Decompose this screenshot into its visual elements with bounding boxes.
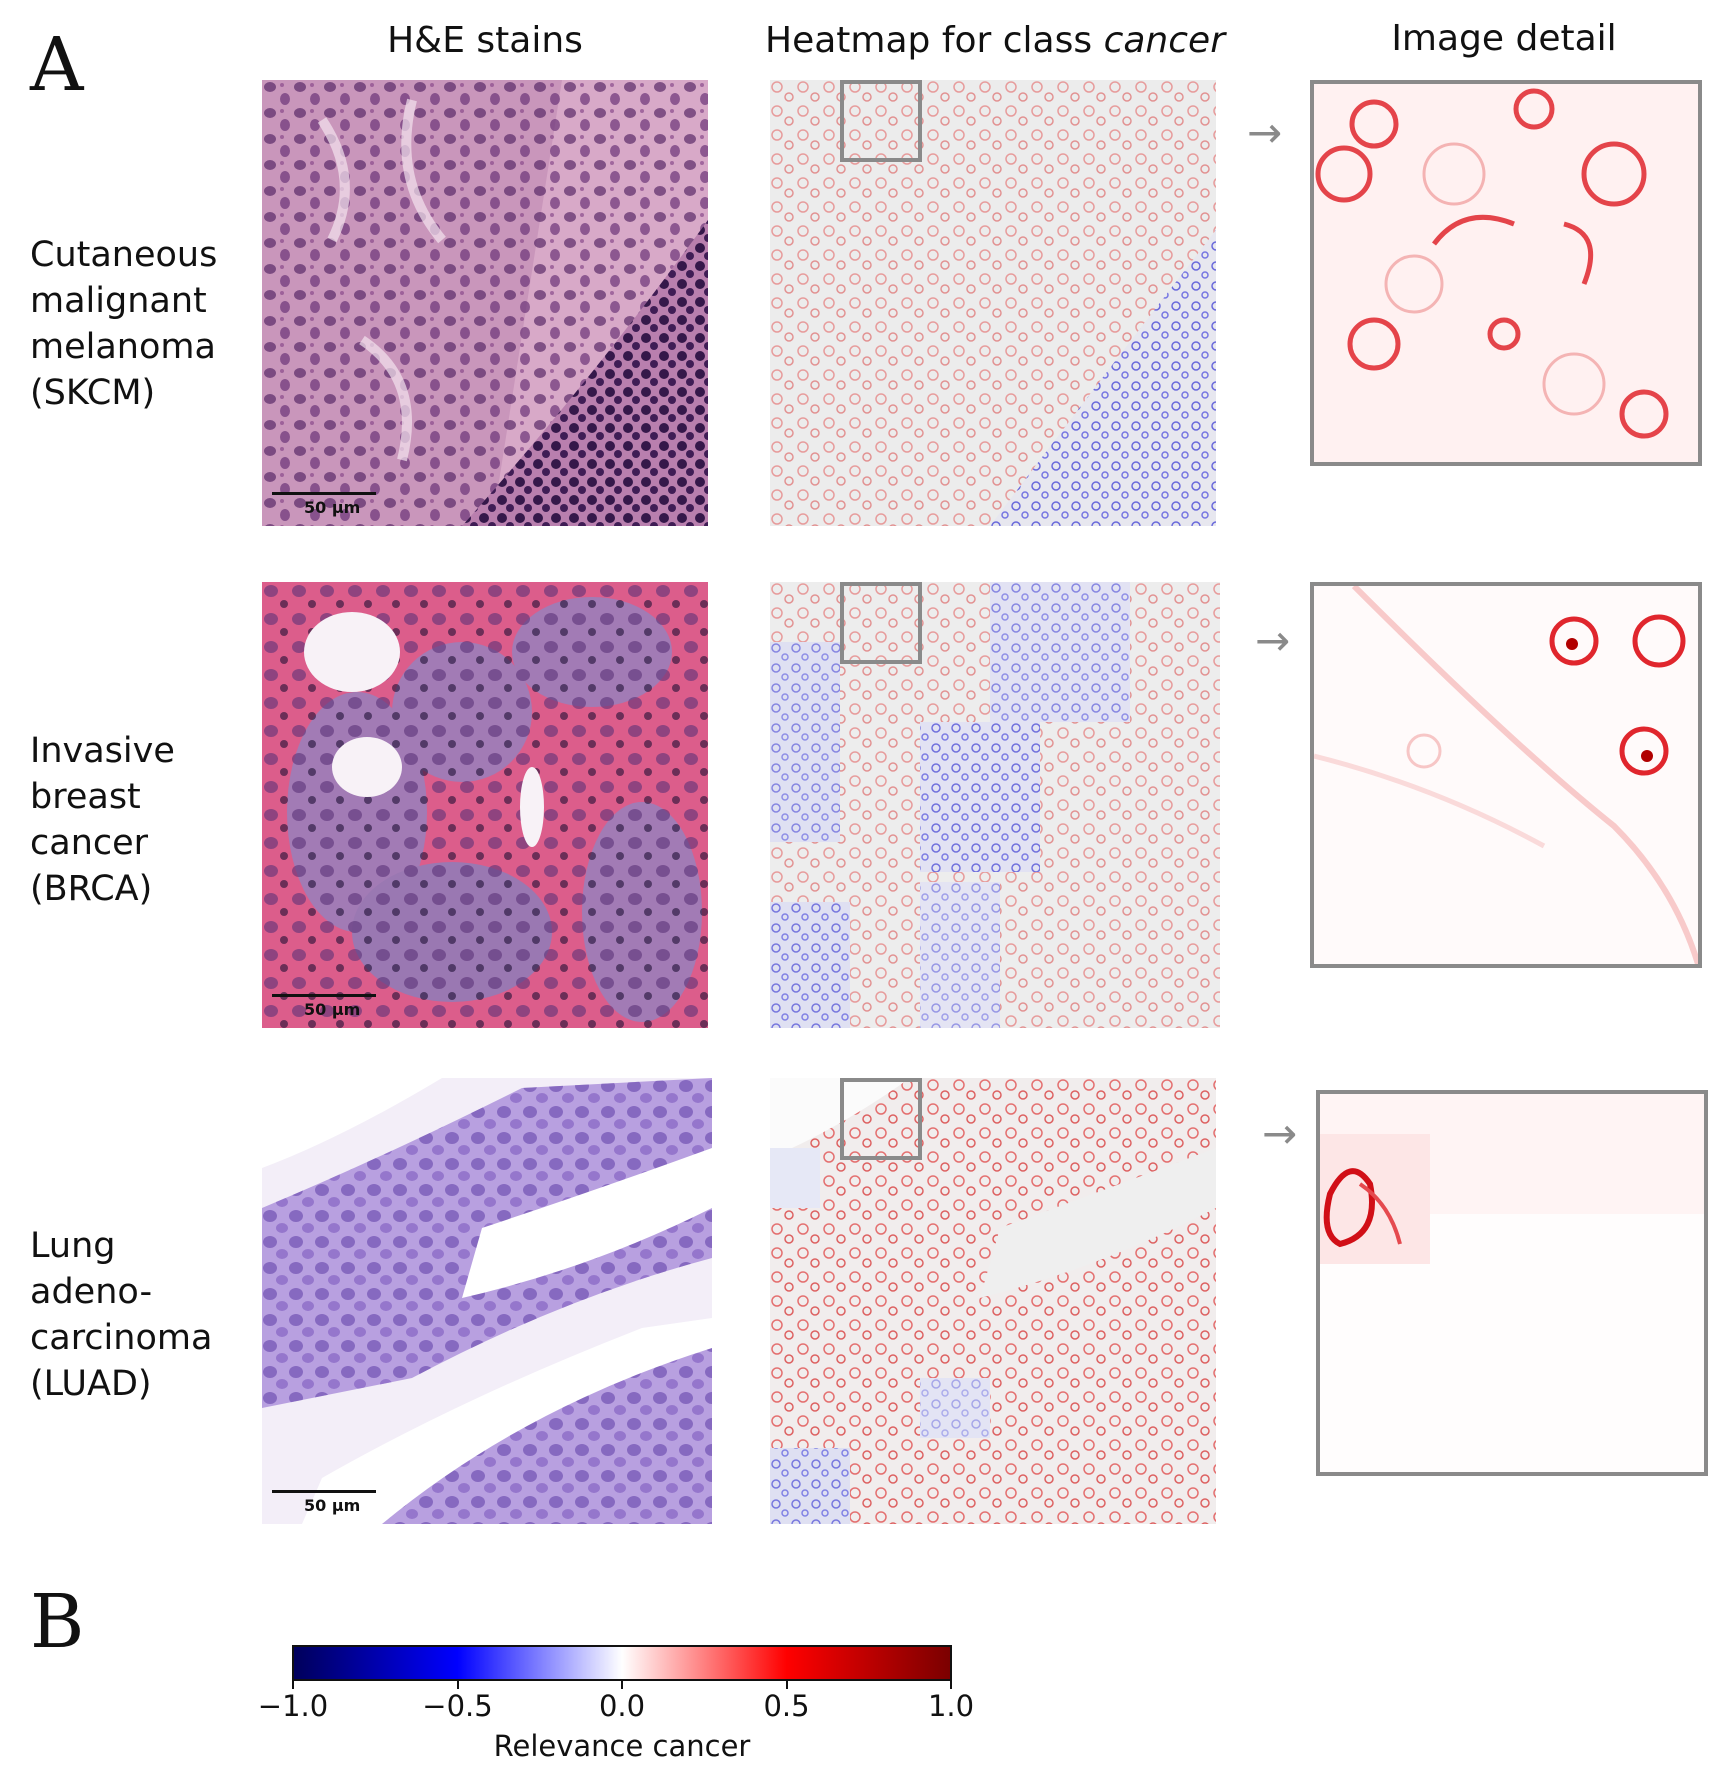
colorbar-tick-mark — [292, 1681, 294, 1689]
detail-brca — [1310, 582, 1702, 968]
column-header-detail: Image detail — [1391, 18, 1617, 59]
zoom-box-luad — [840, 1078, 922, 1160]
detail-skcm — [1310, 80, 1702, 466]
detail-luad — [1316, 1090, 1708, 1476]
column-header-heatmap: Heatmap for class cancer — [765, 20, 1225, 61]
heatmap-luad — [770, 1078, 1216, 1524]
panel-a-letter: A — [30, 22, 84, 108]
colorbar-tick-label: 0.0 — [598, 1689, 646, 1723]
heatmap-brca — [770, 582, 1220, 1028]
colorbar-tick-mark — [950, 1681, 952, 1689]
row-label-skcm: Cutaneous malignant melanoma (SKCM) — [30, 235, 218, 413]
colorbar: −1.0 −0.5 0.0 0.5 1.0 Relevance cancer — [258, 1645, 974, 1765]
colorbar-tick-label: 0.5 — [763, 1689, 810, 1723]
zoom-box-skcm — [840, 80, 922, 162]
arrow-right-icon: → — [1247, 108, 1283, 157]
zoom-box-brca — [840, 582, 922, 664]
he-image-brca: 50 µm — [262, 582, 708, 1028]
colorbar-tick-label: 1.0 — [927, 1689, 975, 1723]
he-image-skcm: 50 µm — [262, 80, 708, 526]
colorbar-tick-label: −0.5 — [422, 1689, 493, 1723]
arrow-right-icon: → — [1255, 616, 1291, 665]
row-label-brca: Invasive breast cancer (BRCA) — [30, 731, 175, 909]
panel-b-letter: B — [30, 1579, 85, 1665]
row-label-luad: Lung adeno-carcinoma (LUAD) — [30, 1226, 213, 1404]
colorbar-label: Relevance cancer — [493, 1729, 751, 1763]
colorbar-gradient — [292, 1645, 952, 1681]
column-header-he: H&E stains — [387, 20, 583, 61]
colorbar-tick-mark — [621, 1681, 623, 1689]
colorbar-tick-mark — [456, 1681, 459, 1689]
colorbar-tick-label: −1.0 — [257, 1689, 329, 1723]
arrow-right-icon: → — [1262, 1109, 1298, 1158]
he-image-luad: 50 µm — [262, 1078, 712, 1524]
heatmap-skcm — [770, 80, 1216, 526]
colorbar-tick-mark — [785, 1681, 788, 1689]
